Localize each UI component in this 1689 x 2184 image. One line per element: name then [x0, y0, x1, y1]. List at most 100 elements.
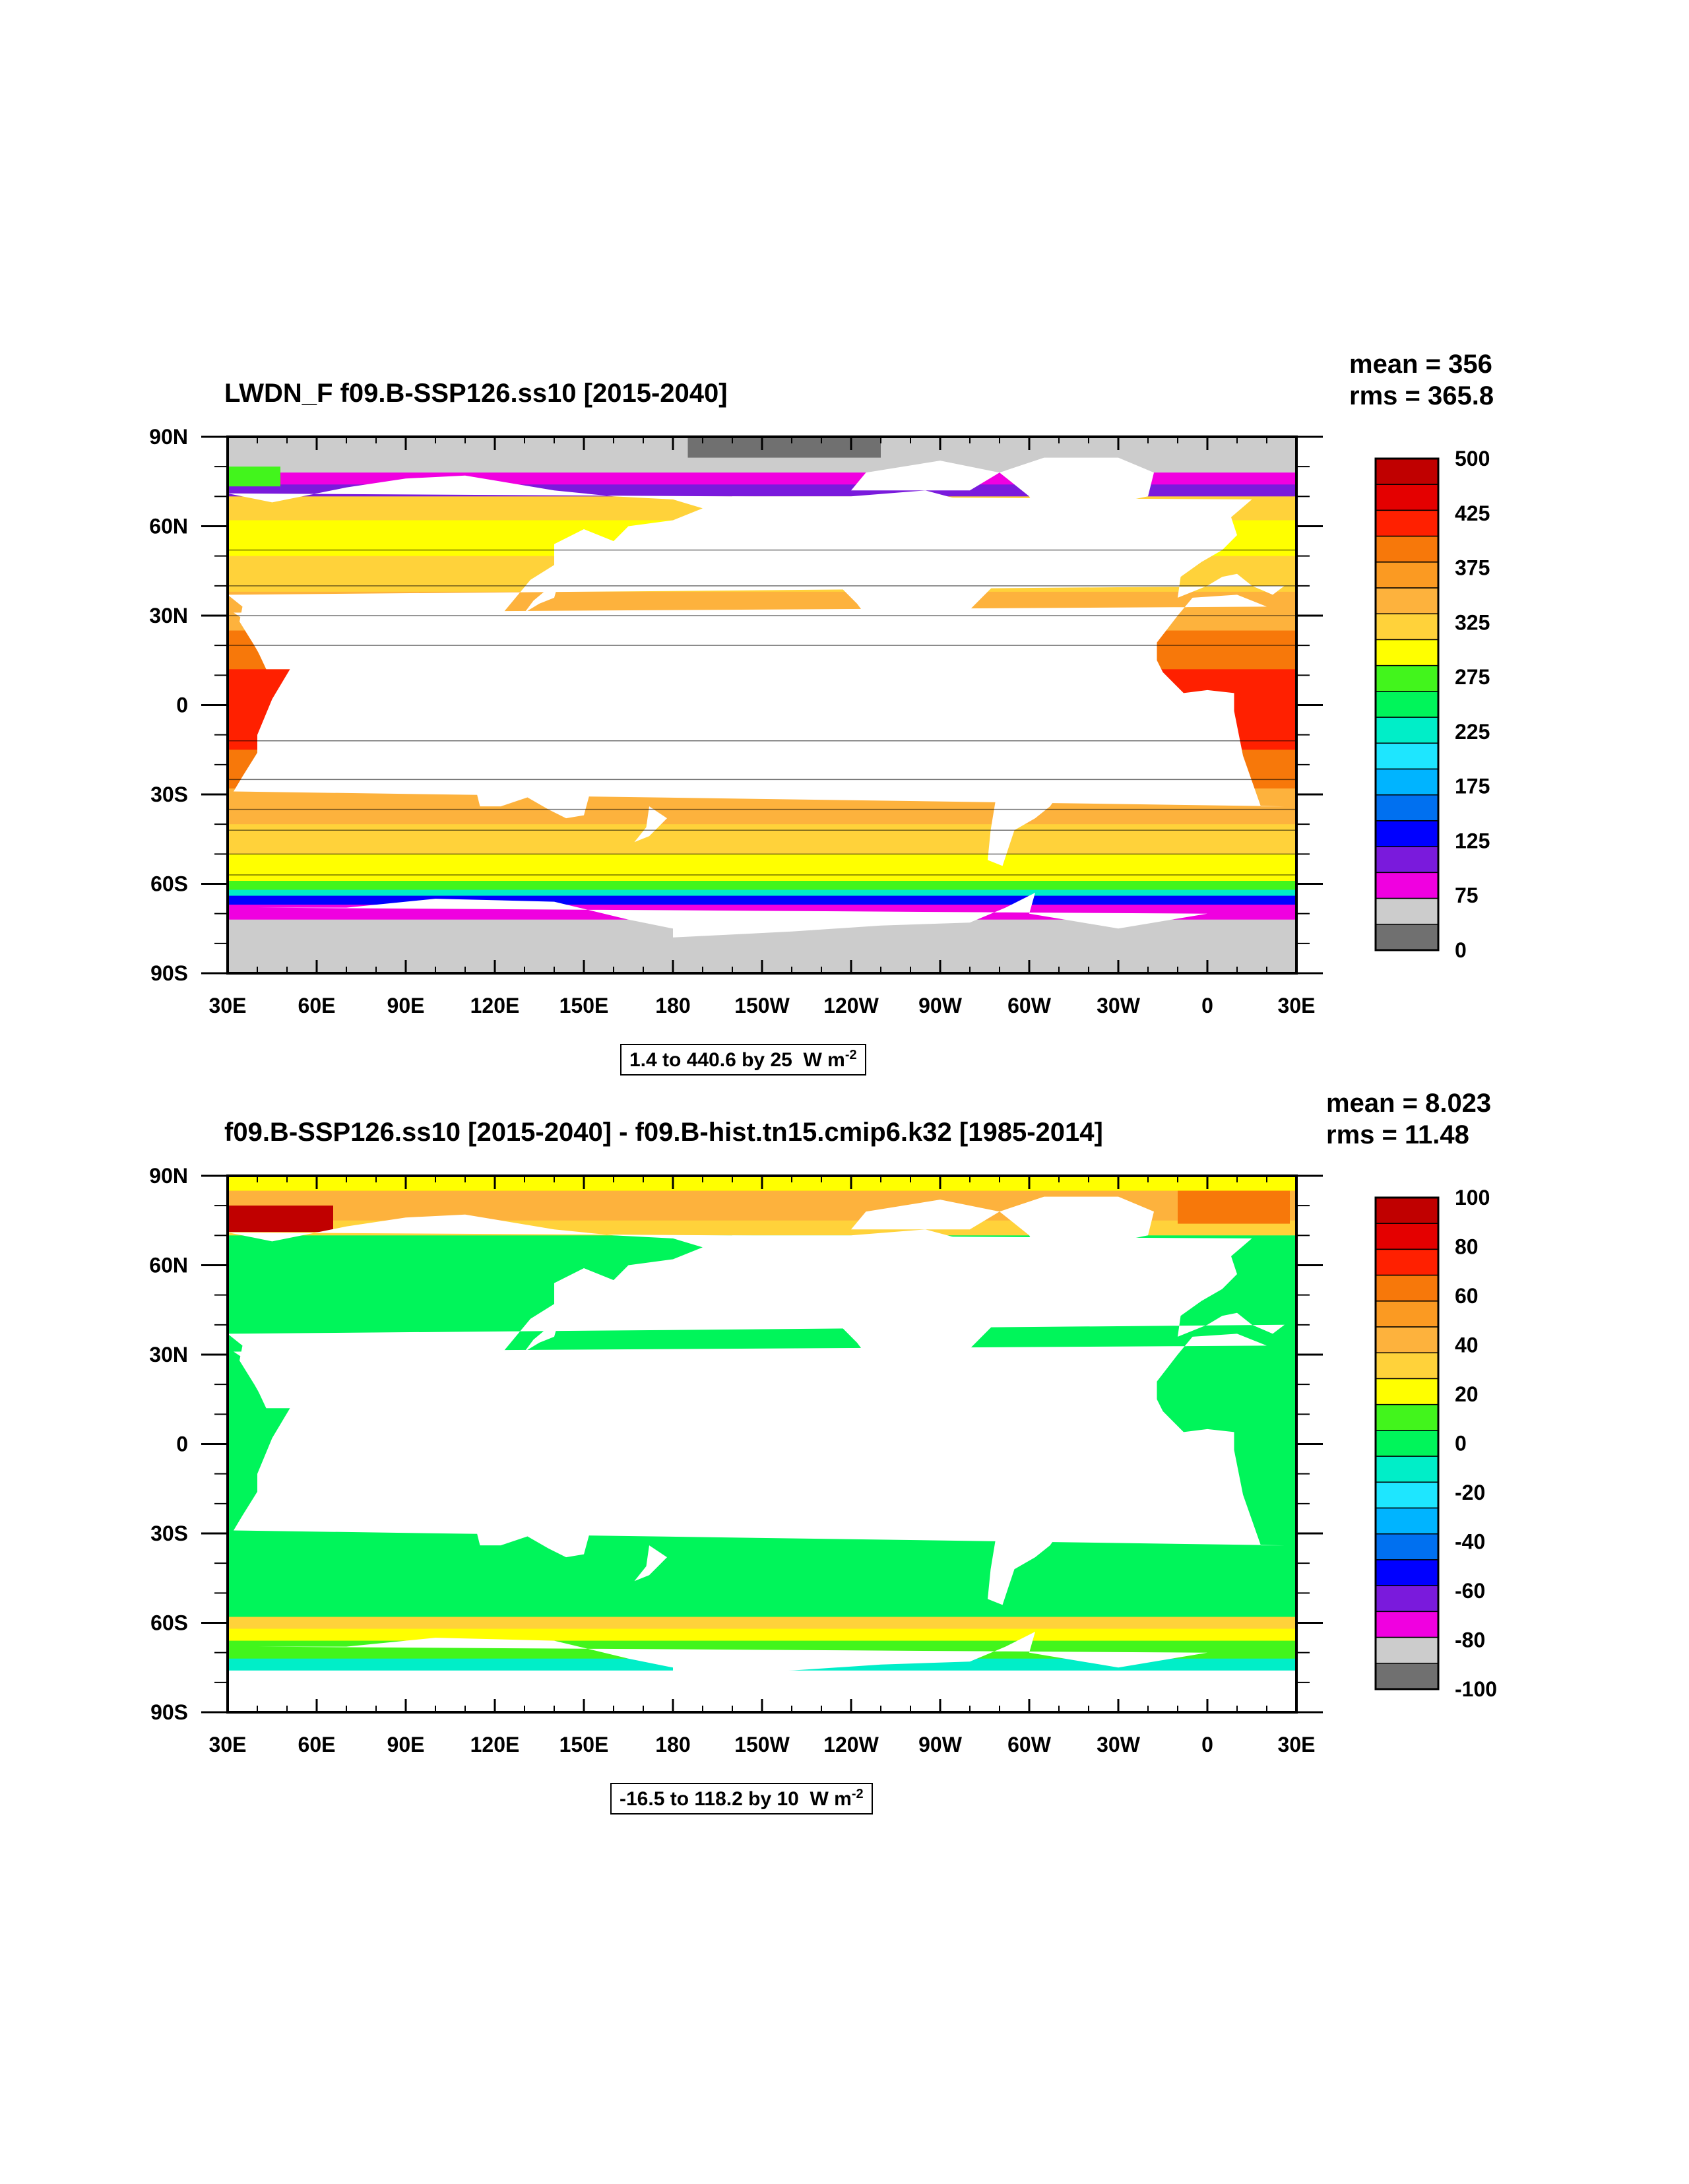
colorbar-swatch [1375, 1223, 1439, 1250]
colorbar-swatch [1375, 1403, 1439, 1431]
field-feature [1178, 1190, 1290, 1224]
colorbar-swatch [1375, 872, 1439, 899]
land-britain [121, 529, 144, 556]
colorbar-swatch [1375, 484, 1439, 511]
land-madagascar [269, 744, 287, 780]
colorbar-swatch [1375, 1197, 1439, 1224]
field-band [228, 1628, 1296, 1642]
colorbar-frame [1374, 457, 1440, 951]
x-tick-label: 90E [387, 1733, 425, 1756]
x-tick-label: 30E [209, 994, 247, 1017]
colorbar-label: -80 [1455, 1628, 1485, 1652]
contour-unit: W m [810, 1788, 852, 1810]
colorbar-swatch [1375, 691, 1439, 718]
colorbar-swatch [1375, 1636, 1439, 1664]
contour-info-box: 1.4 to 440.6 by 25 W m-2 [620, 1044, 866, 1076]
rms-label: rms = 11.48 [1326, 1120, 1469, 1149]
land-arcticisl [851, 1200, 1000, 1230]
colorbar-swatch [1375, 613, 1439, 641]
y-tick-label: 60N [149, 515, 188, 538]
colorbar-label: 100 [1455, 1186, 1490, 1209]
x-tick-label: 150E [559, 994, 609, 1017]
land-samerica [967, 1408, 1104, 1605]
colorbar-swatch [1375, 1248, 1439, 1276]
x-tick-label: 120E [470, 994, 520, 1017]
contour-range: -16.5 to 118.2 by 10 [620, 1788, 799, 1810]
colorbar-label: 275 [1455, 665, 1490, 689]
contour-range: 1.4 to 440.6 by 25 [629, 1049, 792, 1071]
panel-title: LWDN_F f09.B-SSP126.ss10 [2015-2040] [224, 379, 728, 408]
colorbar-label: 75 [1455, 883, 1479, 907]
colorbar-swatch [1375, 562, 1439, 589]
x-tick-label: 120E [470, 1733, 520, 1756]
map-field [0, 437, 1296, 973]
colorbar-swatch [1375, 1430, 1439, 1457]
colorbar-swatch [1375, 1301, 1439, 1328]
y-tick-label: 30S [150, 1522, 188, 1545]
colorbar-swatch [1375, 1533, 1439, 1560]
land-samerica [967, 669, 1104, 866]
x-tick-label: 30E [1278, 1733, 1316, 1756]
land-greenland [1000, 1196, 1154, 1266]
x-tick-label: 120W [823, 1733, 879, 1756]
panel-difference: f09.B-SSP126.ss10 [2015-2040] - f09.B-hi… [0, 1089, 1689, 1828]
contour-unit: W m [803, 1049, 845, 1071]
land-indonesia [420, 1423, 584, 1474]
y-tick-label: 30N [149, 604, 188, 627]
land-indonesia [420, 684, 584, 735]
x-tick-label: 60W [1007, 994, 1052, 1017]
land-madagascar [269, 1483, 287, 1519]
y-tick-label: 0 [176, 693, 188, 717]
land-greenland [0, 458, 85, 527]
x-tick-label: 0 [1201, 994, 1213, 1017]
map-plot: 30E 60E 90E 120E 150E 180 150W 120W 90W 60W 30W 0 30… [0, 425, 1490, 1017]
land-australia [474, 1477, 593, 1558]
colorbar-label: 500 [1455, 447, 1490, 470]
x-tick-label: 90W [918, 994, 963, 1017]
x-tick-label: 150W [734, 994, 790, 1017]
y-tick-label: 90N [149, 1164, 188, 1188]
land-greenland [1000, 457, 1154, 527]
colorbar-swatch [1375, 1378, 1439, 1405]
land-britain [1190, 1268, 1213, 1295]
colorbar-label: 175 [1455, 775, 1490, 798]
colorbar-label: 60 [1455, 1284, 1479, 1308]
colorbar-swatch [1375, 1326, 1439, 1354]
colorbar-label: -60 [1455, 1579, 1485, 1603]
x-tick-label: 0 [1201, 1733, 1213, 1756]
x-tick-label: 30E [1278, 994, 1316, 1017]
colorbar-swatch [1375, 1611, 1439, 1638]
colorbar-swatch [1375, 1559, 1439, 1586]
land-greenland [0, 1197, 85, 1266]
land-japan [525, 571, 569, 613]
land-samerica [0, 669, 35, 866]
colorbar-swatch [1375, 924, 1439, 951]
panel-lwdn-f: LWDN_F f09.B-SSP126.ss10 [2015-2040] mea… [0, 350, 1689, 1089]
colorbar-swatch [1375, 1585, 1439, 1613]
y-tick-label: 0 [176, 1432, 188, 1456]
colorbar-label: 80 [1455, 1235, 1479, 1259]
colorbar-label: 425 [1455, 501, 1490, 525]
x-tick-label: 90E [387, 994, 425, 1017]
land-nzealand [634, 806, 667, 843]
field-band [228, 824, 1296, 854]
x-tick-label: 60E [298, 1733, 336, 1756]
mean-label: mean = 356 [1349, 350, 1492, 379]
land-japan [525, 1310, 569, 1352]
colorbar-label: 20 [1455, 1382, 1479, 1406]
land-antarctica [0, 893, 139, 973]
y-tick-label: 30S [150, 783, 188, 806]
contour-unit-exp: -2 [844, 1048, 857, 1062]
colorbar-swatch [1375, 1274, 1439, 1302]
y-tick-label: 60S [150, 1611, 188, 1635]
field-feature [228, 466, 280, 487]
colorbar-swatch [1375, 742, 1439, 770]
land-antarctica [257, 893, 1207, 973]
land-antarctica [257, 1632, 1207, 1712]
colorbar-swatch [1375, 1507, 1439, 1535]
land-arcticisl [851, 461, 1000, 491]
land-britain [1190, 529, 1213, 556]
colorbar-label: -100 [1455, 1677, 1497, 1701]
x-tick-label: 90W [918, 1733, 963, 1756]
field-feature [687, 437, 881, 458]
